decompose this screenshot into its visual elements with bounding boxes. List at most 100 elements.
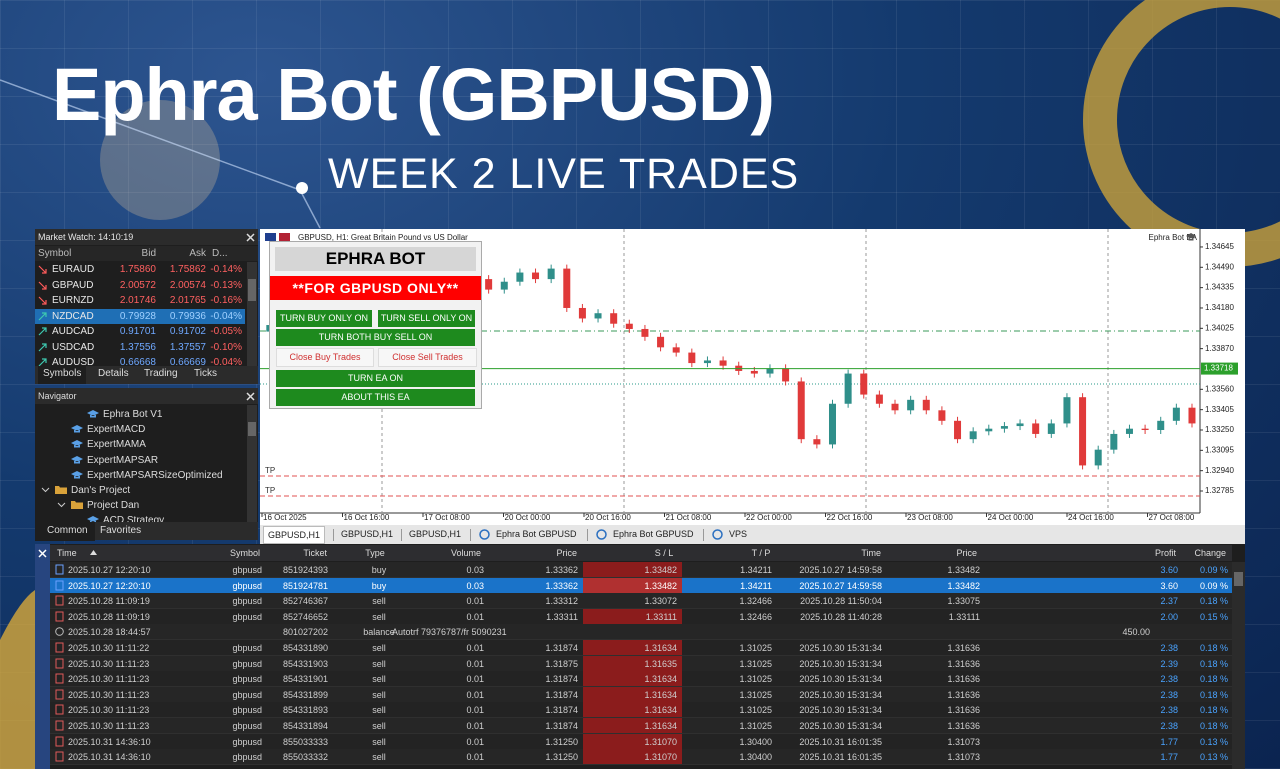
candle bbox=[1125, 428, 1133, 434]
daily-change: -0.13% bbox=[210, 279, 242, 291]
sort-arrow bbox=[90, 550, 97, 555]
ea-button[interactable]: TURN BOTH BUY SELL ON bbox=[276, 329, 475, 346]
table-cell: 2025.10.27 14:59:58 bbox=[799, 565, 882, 575]
tab[interactable]: Ticks bbox=[194, 368, 217, 379]
tab[interactable]: Trading bbox=[144, 368, 178, 379]
ea-button[interactable]: TURN BUY ONLY ON bbox=[276, 310, 372, 327]
table-cell: 0.18 % bbox=[1199, 689, 1228, 700]
column-header: D... bbox=[212, 248, 228, 259]
sl-highlight bbox=[583, 686, 682, 702]
deal-icon bbox=[55, 642, 64, 653]
candle bbox=[485, 279, 493, 290]
table-cell: 1.31025 bbox=[739, 689, 772, 700]
navigator-item[interactable]: Ephra Bot V1 bbox=[103, 409, 163, 420]
ask: 0.91702 bbox=[169, 326, 206, 337]
flag bbox=[265, 233, 276, 241]
ask: 0.66669 bbox=[169, 357, 206, 368]
market-watch-bar bbox=[35, 229, 258, 245]
column-header: Profit bbox=[1154, 548, 1176, 558]
tab-separator bbox=[470, 529, 471, 541]
cross bbox=[38, 549, 47, 558]
column-header: Price bbox=[556, 548, 577, 558]
sl-highlight bbox=[583, 733, 682, 749]
chart-tab[interactable]: GBPUSD,H1 bbox=[263, 526, 326, 544]
ea-panel: EPHRA BOT **FOR GBPUSD ONLY** TURN BUY ONL… bbox=[269, 241, 482, 409]
tab[interactable]: Common bbox=[35, 522, 95, 541]
navigator-item[interactable]: Project Dan bbox=[87, 500, 140, 512]
table-cell: 854331903 bbox=[282, 658, 328, 669]
trend-up-icon bbox=[38, 358, 47, 367]
ea-button[interactable]: ABOUT THIS EA bbox=[276, 389, 475, 406]
navigator-item[interactable]: Dan's Project bbox=[71, 485, 131, 496]
table-cell: sell bbox=[372, 752, 386, 763]
chart-tab[interactable]: Ephra Bot GBPUSD bbox=[496, 529, 577, 539]
chart-tab[interactable]: GBPUSD,H1 bbox=[341, 529, 394, 539]
icon bbox=[55, 751, 64, 762]
chart-tab[interactable]: VPS bbox=[729, 529, 748, 539]
tab-icon bbox=[712, 529, 723, 540]
icon bbox=[55, 564, 64, 575]
deco-line bbox=[299, 189, 321, 229]
ea-label: Ephra Bot EA bbox=[1148, 233, 1197, 242]
cross bbox=[246, 233, 255, 242]
bid: 0.91701 bbox=[119, 326, 156, 337]
table-cell: 0.09 % bbox=[1199, 565, 1228, 575]
daily-change: -0.04% bbox=[210, 310, 242, 322]
table-cell: 2025.10.31 16:01:35 bbox=[799, 736, 882, 747]
sl-highlight bbox=[583, 640, 682, 655]
column-header: Price bbox=[956, 548, 977, 558]
tab[interactable]: Symbols bbox=[38, 366, 87, 384]
tab-icon bbox=[479, 529, 490, 540]
table-cell: 1.31636 bbox=[947, 689, 980, 700]
navigator-item[interactable]: ExpertMAPSAR bbox=[87, 454, 159, 466]
ea-button[interactable]: Close Buy Trades bbox=[276, 348, 374, 367]
table-cell: 855033333 bbox=[282, 736, 328, 747]
navigator-item[interactable]: ExpertMACD bbox=[87, 424, 146, 436]
table-cell: gbpusd bbox=[232, 752, 262, 763]
table-cell: 1.31875 bbox=[545, 658, 578, 669]
market-watch-tabs: Symbols Details Trading Ticks bbox=[35, 366, 258, 384]
table-cell: 1.31636 bbox=[947, 721, 980, 731]
navigator-item[interactable]: ACD Strategy bbox=[103, 515, 165, 522]
table-cell: 2.38 bbox=[1160, 721, 1178, 731]
ea-button[interactable]: Close Sell Trades bbox=[378, 348, 477, 367]
symbol: USDCAD bbox=[52, 341, 95, 353]
scroll-thumb bbox=[248, 422, 256, 436]
sl-highlight bbox=[583, 577, 682, 593]
navigator-item[interactable]: ExpertMAMA bbox=[87, 439, 146, 451]
ea-button[interactable]: TURN EA ON bbox=[276, 370, 475, 387]
table-cell: sell bbox=[372, 643, 386, 653]
price-tick-label: 1.32785 bbox=[1205, 486, 1234, 495]
tab[interactable]: Details bbox=[98, 368, 129, 379]
chart-header: GBPUSD, H1: Great Britain Pound vs US Do… bbox=[298, 233, 468, 242]
candle bbox=[797, 381, 805, 440]
chart-tab[interactable]: Ephra Bot GBPUSD bbox=[613, 529, 694, 539]
ask: 1.75862 bbox=[169, 264, 206, 275]
price-tick-label: 1.33095 bbox=[1205, 445, 1234, 454]
price-tick-label: 1.34490 bbox=[1205, 262, 1234, 271]
deal-icon bbox=[55, 689, 64, 700]
arrow bbox=[38, 311, 47, 320]
table-cell: 0.01 bbox=[466, 658, 484, 669]
table-cell: 854331901 bbox=[282, 674, 328, 685]
deco-line bbox=[0, 79, 301, 191]
table-cell: 1.33072 bbox=[644, 596, 677, 607]
sl-highlight bbox=[583, 749, 682, 765]
tab-separator bbox=[703, 529, 704, 541]
table-cell: gbpusd bbox=[232, 705, 262, 716]
bid: 2.01746 bbox=[119, 295, 156, 306]
arrow bbox=[90, 550, 97, 555]
table-cell: 3.60 bbox=[1160, 565, 1178, 575]
chart-tab[interactable]: GBPUSD,H1 bbox=[409, 529, 462, 539]
table-cell: 2025.10.28 11:40:28 bbox=[800, 611, 882, 622]
table-cell: buy bbox=[371, 580, 387, 591]
ea-button[interactable]: TURN SELL ONLY ON bbox=[378, 310, 475, 327]
table-cell: gbpusd bbox=[232, 736, 262, 747]
trade-history: Time Symbol Ticket Type Volume Price S / L T / … bbox=[35, 544, 1245, 769]
table-cell: 2.38 bbox=[1160, 674, 1178, 685]
tab[interactable]: Favorites bbox=[100, 525, 142, 536]
symbol: GBPAUD bbox=[52, 279, 94, 291]
table-cell: 2025.10.27 14:59:58 bbox=[799, 580, 882, 591]
navigator-item[interactable]: ExpertMAPSARSizeOptimized bbox=[87, 469, 223, 481]
daily-change: -0.05% bbox=[210, 326, 242, 337]
